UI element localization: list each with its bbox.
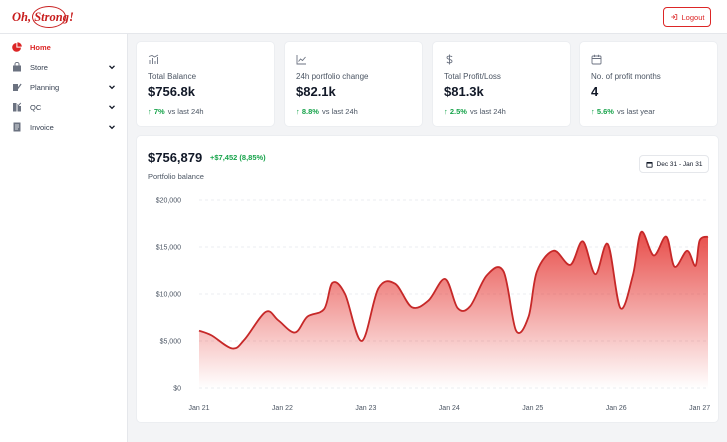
- invoice-icon: [12, 122, 22, 132]
- chevron-down-icon[interactable]: [108, 103, 116, 111]
- stat-change-value: 8.8%: [301, 107, 319, 116]
- y-tick-label: $0: [173, 386, 181, 393]
- logo[interactable]: Oh, Strong!: [12, 6, 82, 28]
- stat-value: $81.3k: [444, 84, 484, 99]
- x-tick-label: Jan 24: [439, 405, 460, 412]
- x-tick-label: Jan 27: [689, 405, 710, 412]
- stat-label: Total Balance: [148, 72, 197, 81]
- calendar-icon: [591, 54, 602, 65]
- trend-up-icon: ↑: [296, 107, 300, 116]
- stat-label: 24h portfolio change: [296, 72, 369, 81]
- qc-icon: [12, 102, 22, 112]
- stat-change: ↑ 2.5% vs last 24h: [444, 107, 506, 116]
- portfolio-value: $756,879: [148, 150, 203, 165]
- sidebar: Home Store Planning QC Invoice: [0, 34, 128, 442]
- y-tick-label: $20,000: [156, 198, 181, 205]
- series-line: [198, 231, 709, 350]
- trend-up-icon: ↑: [444, 107, 448, 116]
- series-area: [199, 231, 708, 388]
- x-tick-label: Jan 26: [606, 405, 627, 412]
- stat-change-suffix: vs last 24h: [469, 107, 506, 116]
- stat-value: $82.1k: [296, 84, 336, 99]
- sidebar-item-home[interactable]: Home: [0, 38, 128, 56]
- top-bar: Oh, Strong! Logout: [0, 0, 727, 34]
- sidebar-item-store[interactable]: Store: [0, 58, 128, 76]
- logout-button[interactable]: Logout: [663, 7, 711, 27]
- portfolio-change: +$7,452 (8,85%): [210, 153, 266, 162]
- sidebar-item-planning[interactable]: Planning: [0, 78, 128, 96]
- line-chart-icon: [296, 55, 306, 65]
- store-icon: [12, 62, 22, 72]
- stat-change-suffix: vs last year: [616, 107, 655, 116]
- planning-icon: [12, 82, 22, 92]
- stat-card-profit-loss: Total Profit/Loss $81.3k ↑ 2.5% vs last 2…: [432, 41, 571, 127]
- stat-change-value: 5.6%: [596, 107, 614, 116]
- stat-label: No. of profit months: [591, 72, 661, 81]
- date-range-button[interactable]: Dec 31 - Jan 31: [639, 155, 709, 173]
- calendar-icon: [645, 161, 653, 168]
- portfolio-label: Portfolio balance: [148, 172, 204, 181]
- logo-ring: [32, 6, 66, 28]
- stat-card-24h-change: 24h portfolio change $82.1k ↑ 8.8% vs las…: [284, 41, 423, 127]
- x-tick-label: Jan 22: [272, 405, 293, 412]
- stat-value: 4: [591, 84, 599, 99]
- y-tick-label: $15,000: [156, 245, 181, 252]
- x-tick-label: Jan 21: [188, 405, 209, 412]
- sidebar-item-label: Home: [30, 42, 51, 52]
- y-tick-label: $5,000: [160, 339, 182, 346]
- stat-change-value: 2.5%: [449, 107, 467, 116]
- stat-change: ↑ 7% vs last 24h: [148, 107, 204, 116]
- trend-up-icon: ↑: [148, 107, 152, 116]
- sidebar-item-label: Planning: [30, 82, 60, 92]
- portfolio-card: $756,879 +$7,452 (8,85%) Portfolio balan…: [136, 135, 719, 423]
- sidebar-item-invoice[interactable]: Invoice: [0, 118, 128, 136]
- portfolio-chart: $0 $5,000 $10,000 $15,000 $20,000 Jan 21 Jan 2…: [156, 198, 711, 413]
- stat-label: Total Profit/Loss: [444, 72, 501, 81]
- stat-value: $756.8k: [148, 84, 195, 99]
- stat-change-value: 7%: [153, 107, 165, 116]
- trend-up-icon: ↑: [591, 107, 595, 116]
- stat-change: ↑ 5.6% vs last year: [591, 107, 655, 116]
- x-tick-label: Jan 25: [522, 405, 543, 412]
- dollar-icon: [446, 54, 453, 65]
- sidebar-item-label: Store: [30, 62, 48, 72]
- stat-change-suffix: vs last 24h: [321, 107, 358, 116]
- chevron-down-icon[interactable]: [108, 123, 116, 131]
- sidebar-item-label: Invoice: [30, 122, 54, 132]
- stat-change: ↑ 8.8% vs last 24h: [296, 107, 358, 116]
- pie-chart-icon: [12, 42, 22, 52]
- sidebar-item-qc[interactable]: QC: [0, 98, 128, 116]
- x-tick-label: Jan 23: [355, 405, 376, 412]
- date-range-label: Dec 31 - Jan 31: [656, 160, 703, 168]
- sidebar-item-label: QC: [30, 102, 42, 112]
- logo-text: Oh, Strong!: [12, 10, 74, 24]
- stat-change-suffix: vs last 24h: [167, 107, 204, 116]
- stat-card-profit-months: No. of profit months 4 ↑ 5.6% vs last yea…: [579, 41, 718, 127]
- chevron-down-icon[interactable]: [108, 83, 116, 91]
- logout-label: Logout: [681, 12, 705, 22]
- y-tick-label: $10,000: [156, 292, 181, 299]
- bar-chart-icon: [148, 54, 159, 64]
- logout-icon: [670, 14, 677, 20]
- chevron-down-icon[interactable]: [108, 63, 116, 71]
- stat-card-total-balance: Total Balance $756.8k ↑ 7% vs last 24h: [136, 41, 275, 127]
